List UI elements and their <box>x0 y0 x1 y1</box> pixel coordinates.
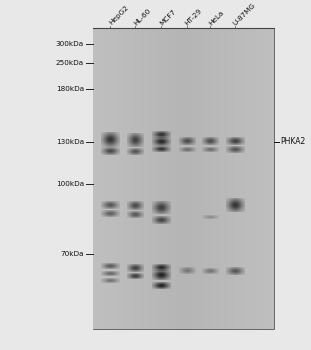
Text: 180kDa: 180kDa <box>56 86 84 92</box>
Text: 100kDa: 100kDa <box>56 181 84 187</box>
Text: 250kDa: 250kDa <box>56 60 84 66</box>
Text: HT-29: HT-29 <box>184 7 203 26</box>
Text: 70kDa: 70kDa <box>60 251 84 257</box>
Text: HeLa: HeLa <box>207 9 225 26</box>
Text: HL-60: HL-60 <box>132 7 152 26</box>
Text: U-87MG: U-87MG <box>232 1 257 26</box>
Text: PHKA2: PHKA2 <box>281 137 306 146</box>
Text: HepG2: HepG2 <box>108 5 130 26</box>
Text: 300kDa: 300kDa <box>56 41 84 47</box>
Bar <box>93 28 274 329</box>
Text: 130kDa: 130kDa <box>56 139 84 145</box>
Text: MCF7: MCF7 <box>158 8 177 26</box>
